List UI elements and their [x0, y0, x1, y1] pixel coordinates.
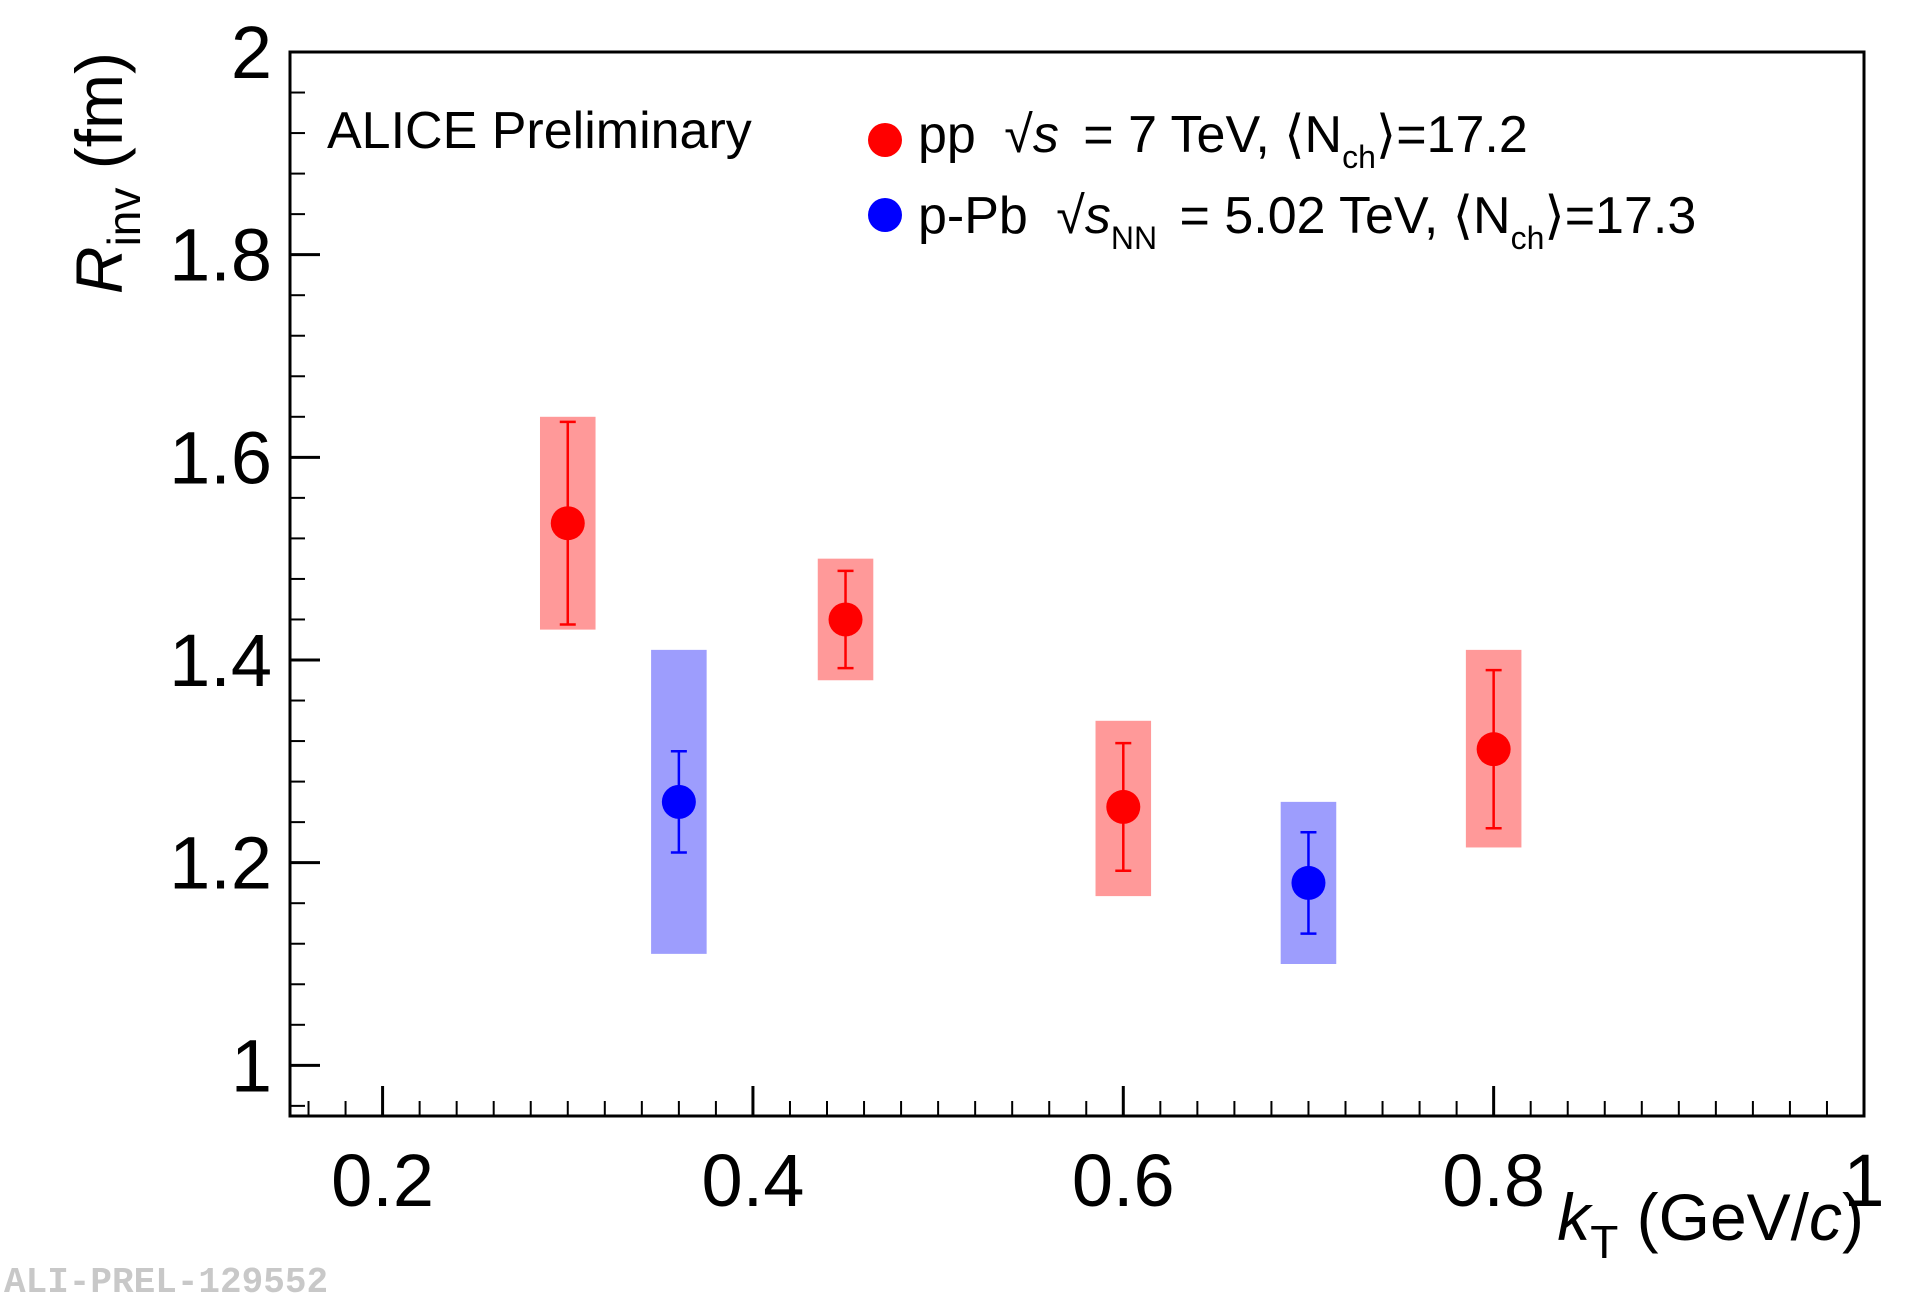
- x-axis-title-sub: T: [1590, 1216, 1618, 1268]
- watermark-label: ALI-PREL-129552: [4, 1262, 328, 1300]
- y-axis-title: Rinv (fm): [62, 52, 150, 294]
- legend-ppb-system: p-Pb: [918, 187, 1028, 245]
- x-axis-title: kT (GeV/c): [1557, 1180, 1864, 1268]
- legend-ppb-nn-sub: NN: [1111, 220, 1157, 256]
- legend-ppb-sqrt-s: √s: [1056, 187, 1111, 245]
- data-point-pp-0: [550, 506, 585, 541]
- x-axis-title-unit-italic: c: [1809, 1180, 1842, 1254]
- legend-pp-sqrt-s: √s: [1004, 106, 1059, 164]
- y-tick-label: 1.2: [169, 822, 272, 905]
- y-axis-ticks: [290, 50, 320, 1107]
- data-point-pp-2: [1106, 789, 1141, 824]
- x-tick-label: 0.2: [331, 1139, 434, 1222]
- data-point-pp-3: [1476, 732, 1511, 767]
- x-tick-label: 1: [1843, 1139, 1884, 1222]
- legend-ppb-energy: = 5.02 TeV, ⟨N: [1180, 187, 1511, 245]
- y-axis-title-unit: (fm): [62, 52, 136, 188]
- y-tick-label: 1: [231, 1024, 272, 1107]
- x-axis-title-unit-close: ): [1842, 1180, 1864, 1254]
- plot-frame: [288, 50, 1866, 1118]
- legend-pp-system: pp: [918, 106, 976, 164]
- y-tick-label: 2: [231, 11, 272, 94]
- legend-marker-ppb: [868, 198, 902, 232]
- legend: pp √s = 7 TeV, ⟨Nch⟩=17.2 p-Pb √sNN = 5.…: [868, 106, 1696, 261]
- y-tick-label: 1.8: [169, 214, 272, 297]
- alice-preliminary-label: ALICE Preliminary: [327, 102, 752, 160]
- data-markers: [550, 506, 1511, 900]
- x-axis-title-unit: (GeV/: [1618, 1180, 1809, 1254]
- legend-marker-pp: [868, 123, 902, 157]
- x-tick-label: 0.6: [1072, 1139, 1175, 1222]
- data-point-pp-1: [828, 602, 863, 637]
- legend-pp-nch-sub: ch: [1342, 139, 1376, 175]
- x-axis-title-main: k: [1557, 1180, 1593, 1254]
- legend-pp-mult: ⟩=17.2: [1376, 106, 1528, 164]
- x-tick-label: 0.8: [1442, 1139, 1545, 1222]
- x-axis-tick-labels: 0.2 0.4 0.6 0.8 1: [331, 1139, 1884, 1222]
- x-axis-ticks: [307, 1086, 1866, 1116]
- legend-ppb-nch-sub: ch: [1511, 220, 1545, 256]
- y-axis-title-sub: inv: [98, 188, 150, 247]
- legend-pp-energy: = 7 TeV, ⟨N: [1083, 106, 1342, 164]
- y-axis-title-main: R: [62, 246, 136, 294]
- data-point-ppb-0: [661, 784, 696, 819]
- legend-entry-pp: pp √s = 7 TeV, ⟨Nch⟩=17.2: [918, 106, 1528, 175]
- data-point-ppb-1: [1291, 865, 1326, 900]
- y-axis-tick-labels: 1 1.2 1.4 1.6 1.8 2: [169, 11, 272, 1107]
- y-tick-label: 1.4: [169, 619, 272, 702]
- legend-ppb-mult: ⟩=17.3: [1544, 187, 1696, 245]
- x-tick-label: 0.4: [702, 1139, 805, 1222]
- legend-entry-ppb: p-Pb √sNN = 5.02 TeV, ⟨Nch⟩=17.3: [918, 187, 1696, 261]
- y-tick-label: 1.6: [169, 416, 272, 499]
